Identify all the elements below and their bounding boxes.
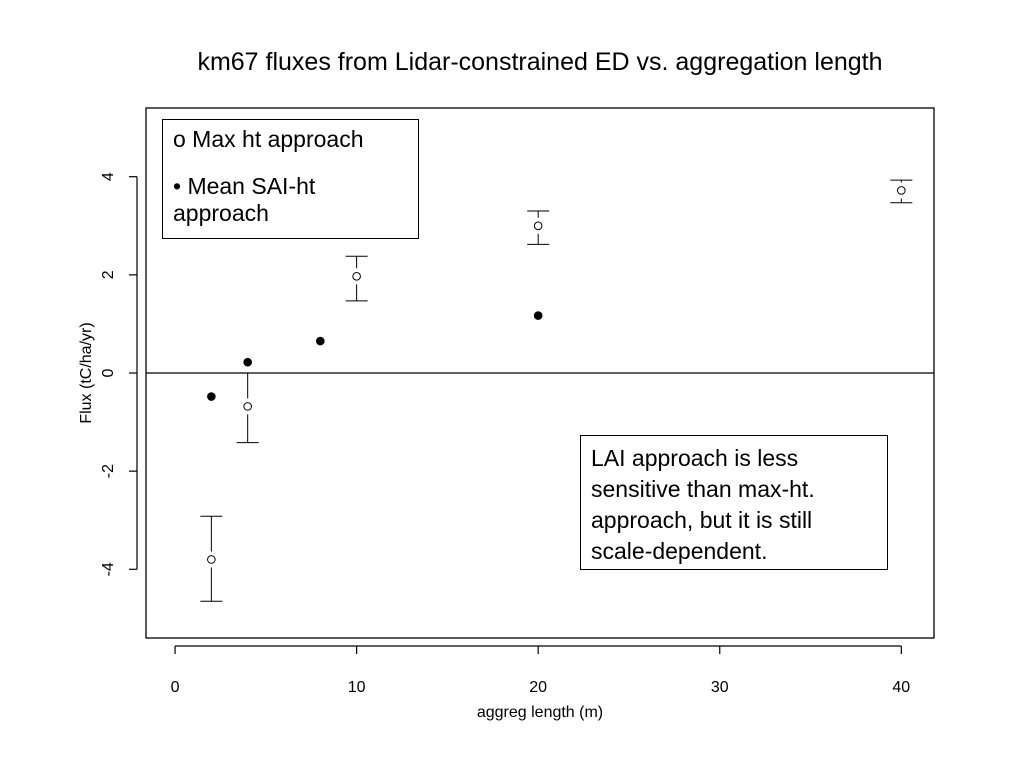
- x-tick-label: 20: [529, 679, 547, 696]
- x-tick-label: 30: [711, 679, 729, 696]
- note-line: LAI approach is less: [591, 445, 799, 471]
- data-point-filled: [243, 357, 252, 367]
- note-line: sensitive than max-ht.: [591, 476, 815, 502]
- legend-item-max-ht: o Max ht approach: [173, 126, 364, 152]
- data-point-filled: [533, 311, 543, 320]
- data-point-open: [243, 402, 252, 411]
- y-tick-label: -4: [100, 562, 117, 576]
- y-tick-label: 2: [100, 270, 117, 279]
- y-tick-label: 4: [100, 172, 117, 181]
- legend: o Max ht approach • Mean SAI-ht approach: [162, 119, 419, 239]
- y-axis-label: Flux (tC/ha/yr): [78, 322, 95, 423]
- plot-marks: [146, 179, 934, 602]
- data-point-open: [897, 186, 906, 195]
- annotation-note: LAI approach is less sensitive than max-…: [580, 435, 888, 570]
- y-tick-label: -2: [100, 464, 117, 478]
- y-tick-label: 0: [100, 368, 117, 377]
- data-point-open: [352, 272, 361, 281]
- x-axis: 0 10 20 30 40: [171, 645, 910, 696]
- legend-item-mean-sai-ht: • Mean SAI-ht approach: [173, 173, 316, 226]
- x-tick-label: 10: [348, 679, 366, 696]
- y-axis: -4 -2 0 2 4: [100, 172, 138, 576]
- x-axis-label: aggreg length (m): [477, 704, 603, 721]
- data-point-filled: [316, 336, 325, 346]
- note-line: scale-dependent.: [591, 538, 768, 564]
- note-line: approach, but it is still: [591, 507, 813, 533]
- data-point-filled: [207, 392, 216, 401]
- x-tick-label: 0: [171, 679, 180, 696]
- x-tick-label: 40: [892, 679, 910, 696]
- data-point-open: [533, 221, 543, 231]
- data-point-open: [207, 555, 216, 564]
- chart-title: km67 fluxes from Lidar-constrained ED vs…: [197, 48, 882, 76]
